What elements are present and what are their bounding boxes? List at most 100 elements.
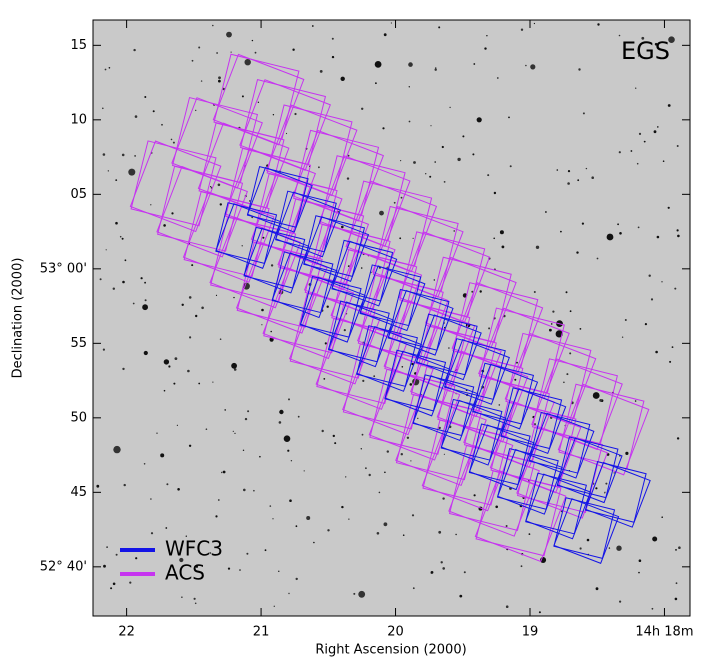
star [152, 110, 155, 113]
star [505, 605, 509, 608]
wfc3-footprint [356, 325, 423, 392]
star [150, 532, 154, 535]
star [318, 166, 320, 169]
star [215, 294, 218, 296]
star [429, 175, 432, 178]
star [168, 365, 171, 368]
wfc3-footprint [468, 424, 535, 491]
star [331, 37, 334, 40]
star [565, 291, 568, 294]
star [449, 106, 451, 109]
star [412, 587, 415, 590]
wfc3-footprint [528, 411, 591, 474]
star [221, 471, 223, 474]
star [295, 577, 298, 581]
star [362, 379, 365, 382]
star [382, 127, 385, 130]
star [176, 424, 178, 426]
star [463, 571, 466, 574]
star [294, 112, 297, 116]
star [520, 565, 523, 568]
star [376, 532, 380, 535]
star [134, 115, 138, 118]
star [508, 116, 510, 119]
wfc3-footprint [444, 338, 510, 405]
star [303, 470, 305, 472]
acs-footprint [558, 383, 645, 470]
star [222, 470, 226, 474]
star [135, 557, 138, 560]
star [433, 279, 435, 281]
star [292, 48, 295, 51]
wfc3-footprint [468, 423, 531, 486]
star [400, 453, 403, 456]
star [341, 225, 344, 229]
x-tick-label: 22 [118, 625, 135, 640]
star [597, 23, 600, 26]
star [200, 80, 203, 82]
star [556, 169, 559, 171]
star [374, 61, 382, 68]
star [499, 230, 504, 235]
star [110, 587, 113, 590]
star [448, 347, 450, 349]
star [443, 453, 445, 455]
star [676, 437, 680, 440]
star [243, 488, 246, 492]
star [210, 186, 212, 188]
star [319, 70, 323, 73]
star [411, 514, 415, 517]
star [413, 161, 416, 164]
star [124, 259, 127, 262]
acs-footprint [448, 445, 540, 537]
star [177, 488, 180, 491]
plot-frame [92, 19, 691, 617]
star [625, 451, 629, 455]
star [651, 607, 654, 610]
star [171, 212, 174, 215]
wfc3-footprint [275, 190, 337, 253]
star [241, 95, 244, 98]
y-axis-label: Declination (2000) [11, 258, 26, 379]
acs-footprint [156, 165, 249, 258]
star [675, 582, 678, 585]
star [417, 417, 419, 420]
star [365, 467, 367, 470]
star [261, 308, 264, 312]
star [113, 445, 121, 454]
star [160, 453, 165, 458]
star [185, 535, 187, 537]
star [582, 112, 585, 115]
star [273, 605, 275, 607]
star [361, 107, 364, 111]
star [233, 368, 237, 371]
star [637, 55, 640, 57]
star [348, 518, 350, 520]
star [661, 516, 663, 518]
star [327, 529, 330, 532]
wfc3-footprint [331, 239, 394, 302]
star [409, 383, 413, 386]
star [99, 278, 102, 281]
wfc3-footprint [525, 473, 592, 540]
star [172, 141, 175, 144]
wfc3-footprint [246, 166, 309, 228]
star [321, 429, 324, 433]
star [634, 400, 637, 402]
star [552, 310, 555, 313]
wfc3-footprint [415, 314, 482, 381]
wfc3-footprint [387, 288, 450, 351]
star [595, 487, 598, 490]
star [399, 237, 402, 240]
star [132, 302, 135, 305]
star [566, 373, 569, 376]
star [194, 602, 197, 605]
star [123, 483, 126, 487]
star [408, 62, 413, 67]
star [669, 360, 672, 363]
wfc3-footprint [359, 265, 426, 332]
star [288, 592, 290, 595]
star [393, 201, 396, 204]
star [535, 245, 540, 249]
star [323, 378, 326, 380]
